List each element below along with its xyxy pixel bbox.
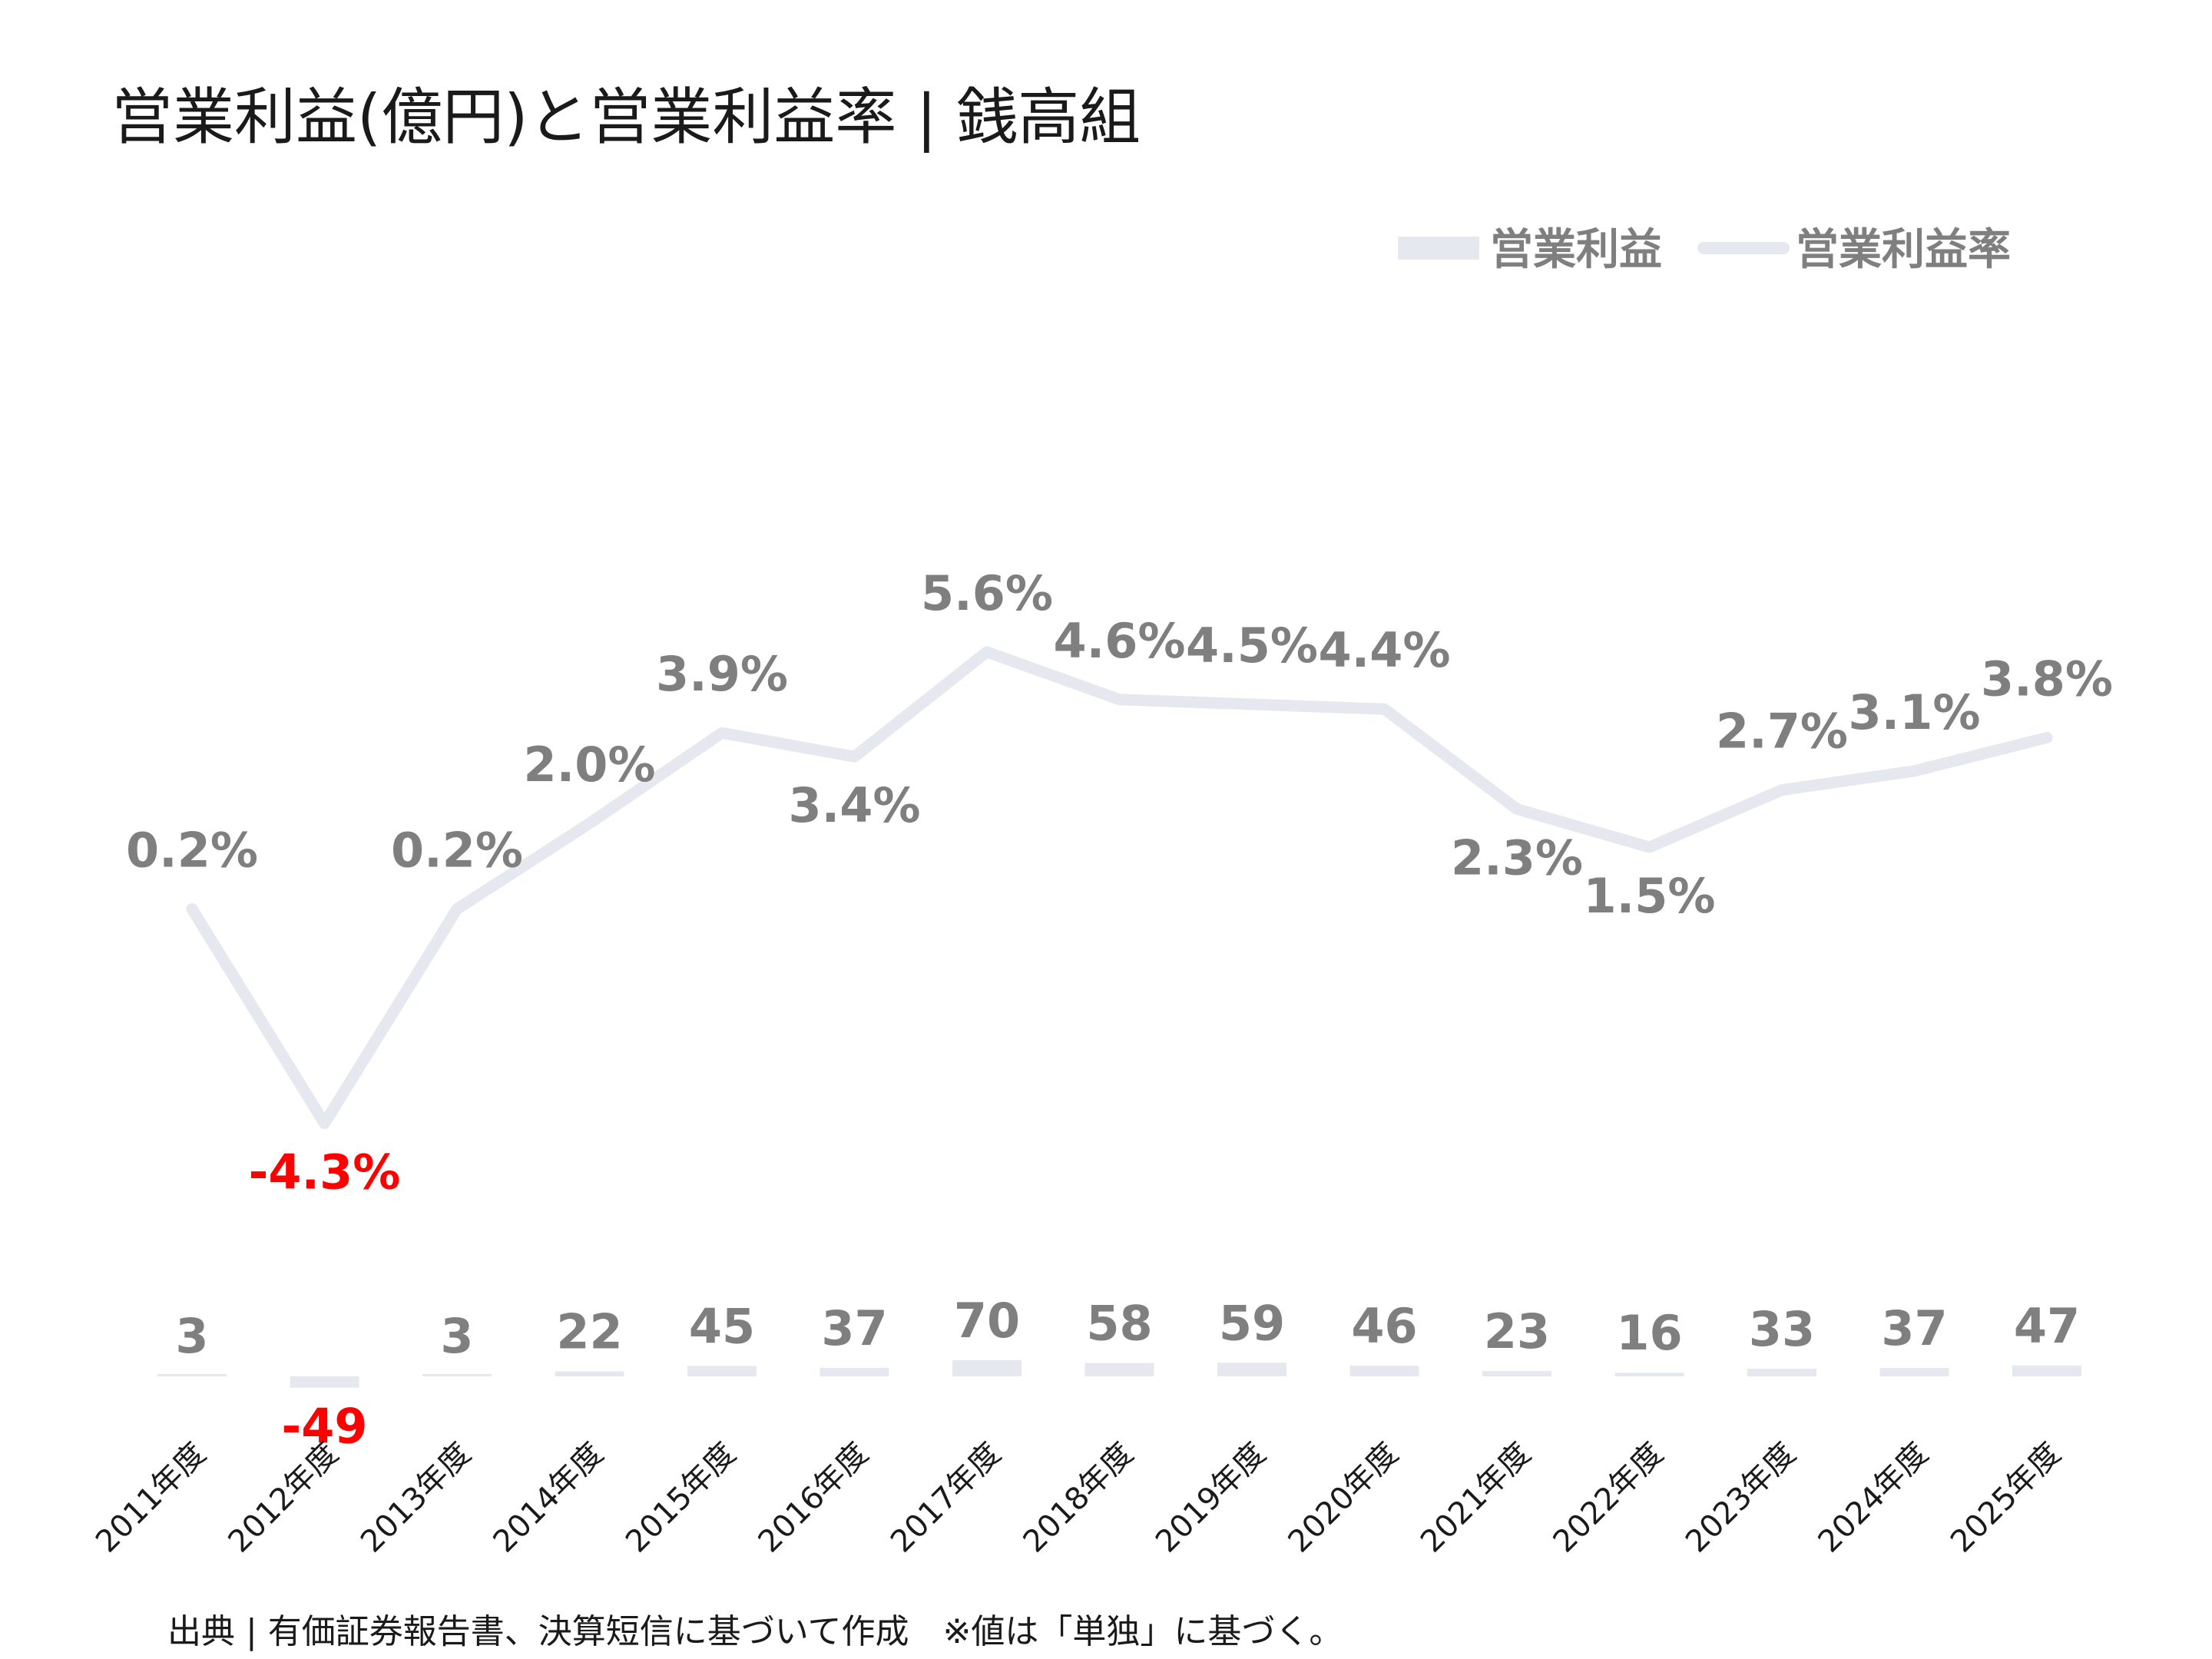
x-tick-2016年度: 2016年度 — [751, 1436, 875, 1560]
line-series — [186, 646, 2053, 1130]
bar-2013年度 — [422, 1374, 492, 1376]
bar-label-2024年度: 37 — [1881, 1300, 1947, 1356]
bar-series — [157, 1360, 2081, 1388]
chart-title: 営業利益(億円)と営業利益率 | 銭高組 — [111, 81, 1141, 153]
x-tick-2013年度: 2013年度 — [354, 1436, 478, 1560]
bar-label-2016年度: 37 — [821, 1300, 887, 1356]
x-tick-2014年度: 2014年度 — [486, 1436, 610, 1560]
x-tick-2022年度: 2022年度 — [1546, 1436, 1670, 1560]
line-label-2015年度: 3.9% — [656, 646, 788, 702]
bar-2020年度 — [1349, 1366, 1419, 1376]
line-label-2018年度: 4.6% — [1054, 613, 1186, 669]
line-label-2019年度: 4.5% — [1186, 618, 1318, 674]
bar-2018年度 — [1084, 1363, 1154, 1376]
bar-label-2015年度: 45 — [689, 1299, 755, 1355]
bar-label-2021年度: 23 — [1484, 1303, 1550, 1359]
x-axis-tick-labels: 2011年度 2012年度 2013年度 2014年度 2015年度 2016年度 2017… — [89, 1436, 2068, 1560]
x-tick-2011年度: 2011年度 — [89, 1436, 213, 1560]
bar-2025年度 — [2012, 1365, 2081, 1376]
line-label-2023年度: 2.7% — [1716, 704, 1848, 760]
line-label-2022年度: 1.5% — [1584, 868, 1716, 924]
bar-2015年度 — [687, 1366, 757, 1376]
bar-label-2012年度: -49 — [281, 1399, 367, 1455]
line-label-2014年度: 2.0% — [524, 737, 656, 793]
line-label-2020年度: 4.4% — [1319, 622, 1451, 678]
bar-2011年度 — [157, 1374, 227, 1376]
bar-label-2011年度: 3 — [175, 1308, 208, 1364]
bar-2012年度 — [290, 1376, 359, 1388]
bar-value-labels: 3 -49 3 22 45 37 70 58 59 46 23 16 33 37 47 — [175, 1293, 2080, 1455]
line-label-2011年度: 0.2% — [126, 823, 258, 879]
line-value-labels: 0.2%-4.3%0.2%2.0%3.9%3.4%5.6%4.6% 4.5% 4.4… — [126, 565, 2113, 1200]
x-tick-2012年度: 2012年度 — [221, 1436, 345, 1560]
x-tick-2025年度: 2025年度 — [1944, 1436, 2068, 1560]
x-tick-2021年度: 2021年度 — [1414, 1436, 1538, 1560]
bar-label-2025年度: 47 — [2014, 1298, 2080, 1354]
x-tick-2019年度: 2019年度 — [1149, 1436, 1273, 1560]
bar-2017年度 — [952, 1360, 1022, 1376]
line-label-2017年度: 5.6% — [921, 565, 1053, 621]
bar-2014年度 — [555, 1371, 624, 1376]
bar-label-2019年度: 59 — [1219, 1295, 1285, 1351]
bar-label-2018年度: 58 — [1086, 1296, 1152, 1352]
bar-label-2022年度: 16 — [1616, 1305, 1682, 1361]
line-label-2016年度: 3.4% — [789, 777, 921, 833]
line-label-2013年度: 0.2% — [391, 823, 523, 879]
line-label-2012年度: -4.3% — [249, 1144, 401, 1200]
x-tick-2017年度: 2017年度 — [884, 1436, 1008, 1560]
bar-label-2023年度: 33 — [1749, 1301, 1815, 1357]
bar-2019年度 — [1217, 1363, 1286, 1376]
line-path — [186, 646, 2053, 1130]
bar-2016年度 — [820, 1367, 889, 1376]
line-label-2025年度: 3.8% — [1981, 651, 2113, 707]
legend: 営業利益 営業利益率 — [1398, 225, 2011, 275]
bar-2024年度 — [1879, 1367, 1949, 1376]
line-label-2024年度: 3.1% — [1849, 684, 1981, 740]
source-note: 出典 | 有価証券報告書、決算短信に基づいて作成 ※値は「単独」に基づく。 — [167, 1612, 1343, 1651]
bar-2021年度 — [1482, 1371, 1551, 1376]
legend-swatch-bar — [1398, 237, 1479, 260]
x-tick-2024年度: 2024年度 — [1811, 1436, 1935, 1560]
bar-label-2014年度: 22 — [556, 1303, 622, 1359]
x-tick-2023年度: 2023年度 — [1679, 1436, 1803, 1560]
legend-label-bar: 営業利益 — [1490, 225, 1662, 275]
bar-2023年度 — [1747, 1369, 1816, 1376]
legend-label-line: 営業利益率 — [1796, 225, 2011, 275]
x-tick-2018年度: 2018年度 — [1016, 1436, 1140, 1560]
bar-label-2013年度: 3 — [440, 1308, 473, 1364]
x-tick-2020年度: 2020年度 — [1281, 1436, 1405, 1560]
line-label-2021年度: 2.3% — [1451, 830, 1583, 886]
x-tick-2015年度: 2015年度 — [619, 1436, 743, 1560]
bar-label-2017年度: 70 — [954, 1293, 1020, 1349]
bar-label-2020年度: 46 — [1351, 1298, 1417, 1354]
bar-2022年度 — [1614, 1373, 1684, 1376]
